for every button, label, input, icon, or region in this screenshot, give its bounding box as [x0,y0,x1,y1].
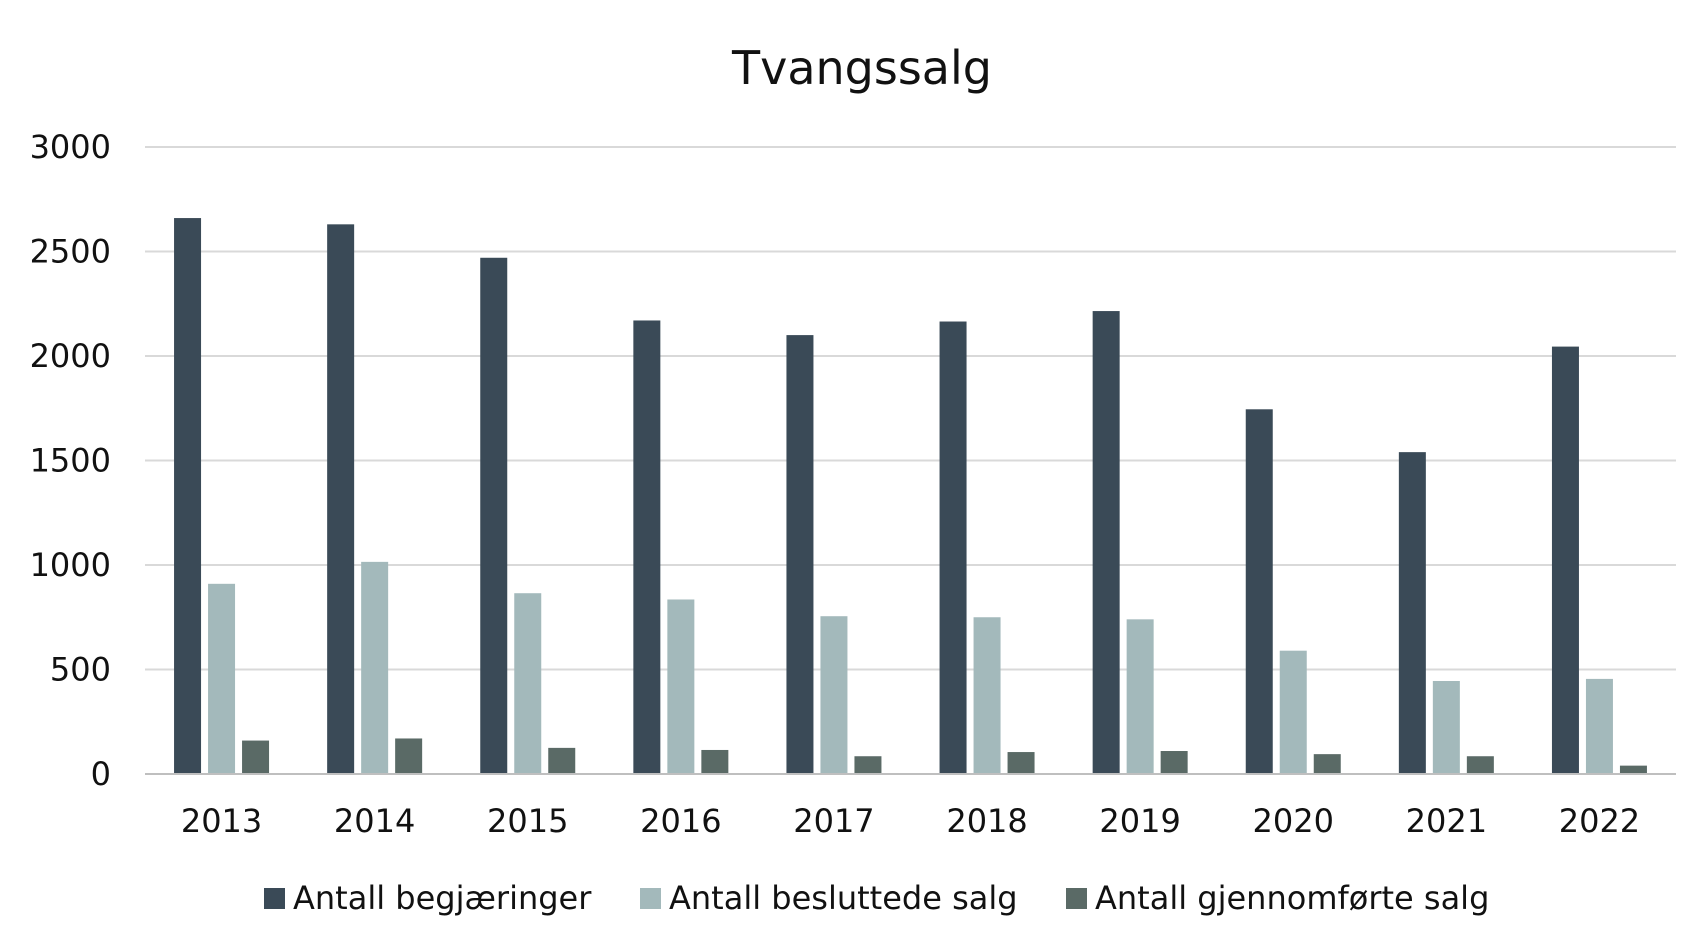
bar [1585,678,1613,774]
y-tick-label: 3000 [30,128,111,166]
legend-label: Antall gjennomførte salg [1095,879,1489,917]
bars [174,218,1647,774]
y-tick-label: 2000 [30,337,111,375]
bar [361,561,389,774]
bar [1619,765,1647,774]
bar [1160,751,1188,774]
bar [1313,754,1341,774]
bar [1466,756,1494,774]
legend-label: Antall begjæringer [293,879,592,917]
bar [973,617,1001,774]
x-tick-label: 2013 [181,802,262,840]
bar [1432,680,1460,774]
x-tick-label: 2015 [487,802,568,840]
bar [480,257,508,774]
bar [1245,409,1273,774]
x-tick-label: 2017 [793,802,874,840]
x-tick-label: 2020 [1253,802,1334,840]
bar [1126,619,1154,774]
x-axis-ticks: 2013 2014 2015 2016 2017 2018 2019 2020 2021 2022 [181,802,1640,840]
legend-swatch [1066,888,1087,909]
y-tick-label: 1500 [30,442,111,480]
y-tick-label: 2500 [30,233,111,271]
legend-label: Antall besluttede salg [669,879,1018,917]
x-tick-label: 2016 [640,802,721,840]
bar [854,756,882,774]
y-axis-ticks: 0 500 1000 1500 2000 2500 3000 [30,128,111,793]
bar [633,320,661,774]
bar [667,599,695,774]
bar [701,749,729,774]
x-tick-label: 2018 [946,802,1027,840]
x-tick-label: 2021 [1406,802,1487,840]
bar [939,321,967,774]
bar [820,616,848,774]
legend: Antall begjæringer Antall besluttede salg… [264,879,1489,917]
x-tick-label: 2019 [1099,802,1180,840]
y-tick-label: 1000 [30,546,111,584]
bar [1092,311,1120,774]
bar [514,593,542,774]
bar [174,218,202,774]
bar [242,740,270,774]
bar [395,738,423,774]
bar [1398,452,1426,774]
legend-swatch [264,888,285,909]
bar [1007,752,1035,774]
legend-swatch [640,888,661,909]
bar [208,583,236,774]
bar [1551,346,1579,774]
bar [1279,650,1307,774]
bar [548,747,576,774]
chart-title: Tvangssalg [731,41,992,95]
bar [786,335,814,774]
y-tick-label: 500 [50,651,111,689]
x-tick-label: 2014 [334,802,415,840]
bar [327,224,355,774]
x-tick-label: 2022 [1559,802,1640,840]
y-tick-label: 0 [91,755,111,793]
